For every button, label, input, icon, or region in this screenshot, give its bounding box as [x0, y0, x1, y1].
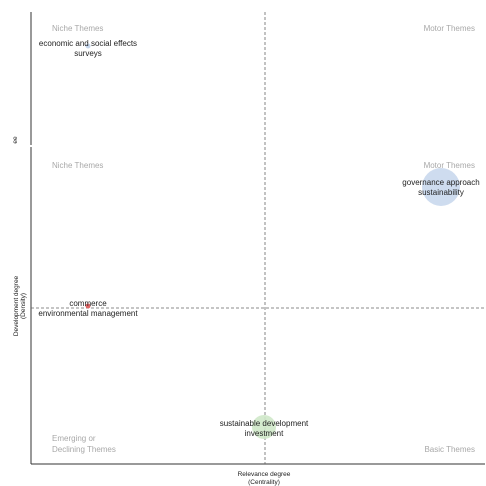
upper-quadrant-label-top-right: Motor Themes — [424, 24, 475, 33]
bubble-label-2-line1: sustainable development — [220, 419, 309, 428]
bubble-0 — [422, 168, 460, 206]
quadrant-label-bottom-left-line1: Emerging or — [52, 434, 96, 443]
bubble-label-2-line2: investment — [245, 429, 284, 438]
quadrant-label-top-left: Niche Themes — [52, 161, 103, 170]
upper-bubble-0 — [85, 43, 91, 49]
bubble-label-0-line1: governance approach — [402, 178, 479, 187]
x-axis-title-line1: Relevance degree — [238, 471, 291, 478]
x-axis-title-line2: (Centrality) — [248, 479, 280, 486]
y-axis-title: Development degree (Density) — [13, 275, 27, 336]
quadrant-label-bottom-right: Basic Themes — [424, 445, 475, 454]
y-axis-title-line2: (Density) — [20, 293, 27, 319]
bubble-1 — [85, 303, 91, 309]
quadrant-label-bottom-left-line2: Declining Themes — [52, 445, 116, 454]
upper-panel: Niche Themes Motor Themes economic and s… — [12, 12, 475, 145]
quadrant-label-top-right: Motor Themes — [424, 161, 475, 170]
main-panel: Niche Themes Motor Themes Emerging or De… — [13, 147, 485, 486]
upper-bubble-label-0-line2: surveys — [74, 49, 102, 58]
bubble-2 — [252, 415, 276, 439]
bubble-label-1-line2: environmental management — [38, 309, 138, 318]
y-axis-title-line1: Development degree — [13, 275, 20, 336]
upper-bubble-label-0-line1: economic and social effects — [39, 39, 137, 48]
bubble-label-1-line1: commerce — [69, 299, 107, 308]
upper-quadrant-label-top-left: Niche Themes — [52, 24, 103, 33]
bubble-label-0-line2: sustainability — [418, 188, 464, 197]
upper-y-axis-label-fragment: ee — [12, 136, 19, 144]
